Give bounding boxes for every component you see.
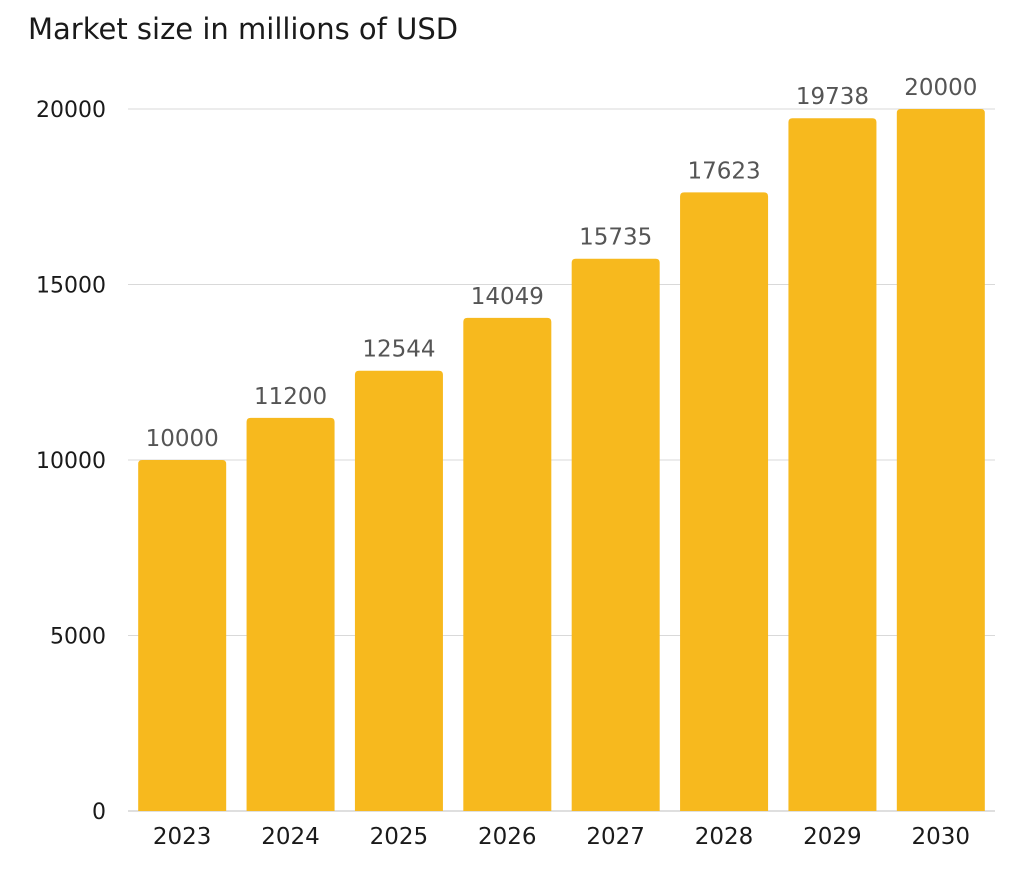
data-label-2028: 17623 <box>687 158 760 184</box>
x-tick-label-2027: 2027 <box>586 824 645 850</box>
bar-2025 <box>354 370 443 811</box>
y-tick-label: 0 <box>92 800 106 825</box>
y-tick-label: 5000 <box>50 625 106 650</box>
x-tick-label-2028: 2028 <box>695 824 754 850</box>
bar-2024 <box>246 417 335 811</box>
data-label-2025: 12544 <box>362 337 435 363</box>
data-label-2026: 14049 <box>471 284 544 310</box>
data-label-2027: 15735 <box>579 225 652 251</box>
x-tick-label-2023: 2023 <box>153 824 212 850</box>
bar-2028 <box>680 192 769 812</box>
bar-2029 <box>788 118 877 812</box>
x-tick-label-2030: 2030 <box>912 824 971 850</box>
bar-2023 <box>138 460 227 811</box>
data-label-2030: 20000 <box>904 75 977 101</box>
y-axis-ticks: 0 5000 10000 15000 20000 <box>36 98 106 825</box>
bar-2030 <box>896 109 985 811</box>
bar-2026 <box>463 317 552 811</box>
x-axis-ticks: 2023 2024 2025 2026 2027 2028 2029 2030 <box>153 824 970 850</box>
data-label-2029: 19738 <box>796 84 869 110</box>
x-tick-label-2026: 2026 <box>478 824 537 850</box>
x-tick-label-2029: 2029 <box>803 824 862 850</box>
y-tick-label: 10000 <box>36 449 106 474</box>
y-tick-label: 20000 <box>36 98 106 123</box>
chart-title: Market size in millions of USD <box>28 12 458 46</box>
data-labels: 10000 11200 12544 14049 15735 17623 19738 20000 <box>146 75 978 452</box>
data-label-2024: 11200 <box>254 384 327 410</box>
bars <box>138 109 985 812</box>
bar-2027 <box>571 258 660 811</box>
x-tick-label-2025: 2025 <box>370 824 429 850</box>
x-tick-label-2024: 2024 <box>261 824 320 850</box>
data-label-2023: 10000 <box>146 426 219 452</box>
y-tick-label: 15000 <box>36 274 106 299</box>
